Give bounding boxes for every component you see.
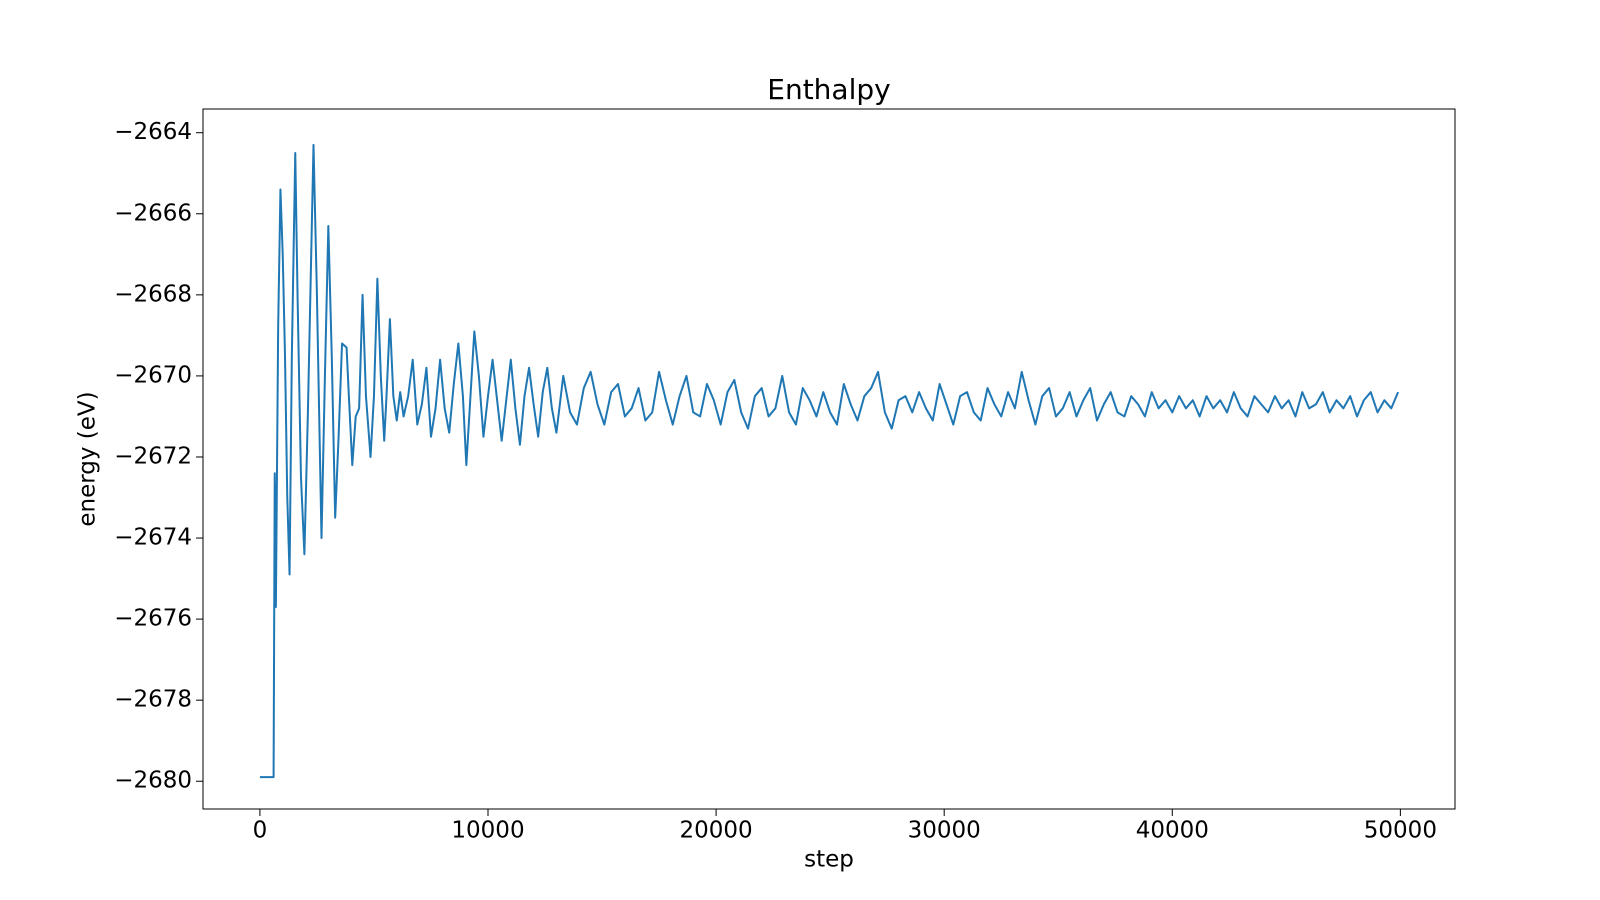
x-tick-label: 10000: [451, 818, 524, 844]
y-axis-label: energy (eV): [75, 391, 101, 526]
x-tick-label: 40000: [1136, 818, 1209, 844]
y-tick-label: −2670: [114, 362, 192, 388]
data-line: [259, 143, 1400, 779]
plot-frame: [202, 108, 1456, 810]
x-tick-label: 20000: [680, 818, 753, 844]
chart-title: Enthalpy: [767, 73, 890, 106]
y-tick-label: −2676: [114, 606, 192, 632]
x-axis-label: step: [804, 847, 854, 873]
x-tick-label: 0: [253, 818, 268, 844]
x-tick-label: 30000: [908, 818, 981, 844]
y-tick-label: −2664: [114, 119, 192, 145]
y-tick-label: −2680: [114, 768, 192, 794]
y-tick-label: −2674: [114, 525, 192, 551]
y-tick-label: −2672: [114, 443, 192, 469]
y-tick-label: −2668: [114, 281, 192, 307]
y-tick-label: −2678: [114, 687, 192, 713]
x-tick-label: 50000: [1364, 818, 1437, 844]
y-tick-label: −2666: [114, 200, 192, 226]
